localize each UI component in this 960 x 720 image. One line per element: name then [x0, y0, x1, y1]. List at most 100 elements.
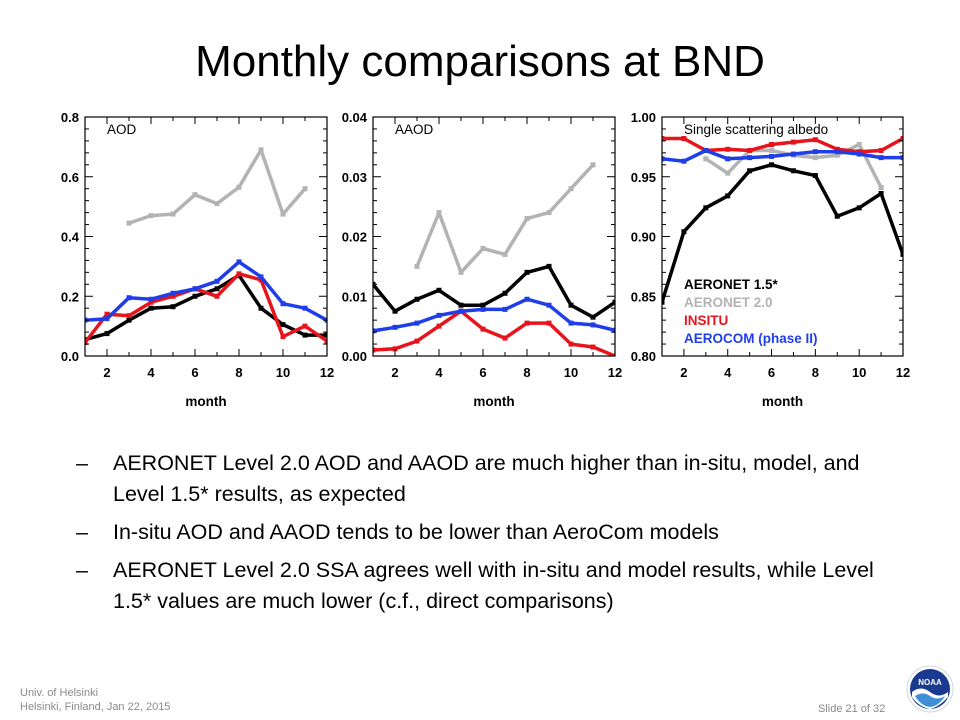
y-tick-label: 0.03	[342, 170, 367, 185]
data-point	[747, 147, 753, 153]
data-point	[681, 229, 687, 235]
data-point	[725, 156, 731, 162]
data-point	[834, 152, 840, 158]
chart-title: AAOD	[395, 122, 434, 137]
x-tick-label: 12	[608, 365, 622, 380]
y-tick-label: 0.90	[631, 230, 656, 245]
data-point	[104, 331, 110, 337]
x-tick-label: 12	[896, 365, 910, 380]
data-point	[681, 136, 687, 142]
data-point	[662, 136, 665, 142]
y-tick-label: 0.04	[342, 110, 368, 125]
data-point	[414, 338, 420, 344]
data-point	[568, 320, 574, 326]
data-point	[280, 211, 286, 217]
data-point	[214, 293, 220, 299]
data-point	[856, 205, 862, 211]
data-point	[900, 136, 903, 142]
data-point	[85, 340, 88, 346]
data-point	[373, 347, 376, 353]
data-point	[148, 299, 154, 305]
data-point	[703, 147, 709, 153]
x-axis-label: month	[473, 394, 514, 409]
data-point	[502, 306, 508, 312]
data-point	[214, 278, 220, 284]
data-point	[878, 155, 884, 161]
data-point	[524, 216, 530, 222]
y-tick-label: 0.02	[342, 230, 367, 245]
x-tick-label: 10	[276, 365, 290, 380]
data-point	[725, 170, 731, 176]
bullet-marker: –	[76, 451, 88, 475]
data-point	[568, 302, 574, 308]
data-point	[662, 299, 665, 305]
y-tick-label: 0.2	[61, 289, 79, 304]
data-point	[258, 277, 264, 283]
plot-frame	[84, 116, 328, 357]
data-point	[414, 320, 420, 326]
series-line	[85, 260, 327, 322]
data-point	[612, 299, 615, 305]
data-point	[612, 353, 615, 356]
data-point	[126, 220, 132, 226]
series-group	[662, 136, 903, 305]
data-point	[258, 305, 264, 311]
data-point	[524, 296, 530, 302]
chart-title: Single scattering albedo	[684, 122, 828, 137]
y-tick-label: 0.01	[342, 289, 367, 304]
data-point	[662, 156, 665, 162]
x-tick-label: 10	[564, 365, 578, 380]
x-tick-label: 4	[147, 365, 155, 380]
data-point	[900, 251, 903, 257]
data-point	[126, 295, 132, 301]
footer-affiliation: Univ. of Helsinki Helsinki, Finland, Jan…	[20, 686, 170, 714]
data-point	[192, 286, 198, 292]
data-point	[324, 338, 327, 344]
data-point	[192, 293, 198, 299]
x-axis-label: month	[762, 394, 803, 409]
data-point	[681, 158, 687, 164]
series-line	[373, 309, 615, 356]
data-point	[834, 149, 840, 155]
bullet-text: AERONET Level 2.0 AOD and AAOD are much …	[113, 451, 860, 506]
data-point	[900, 155, 903, 161]
data-point	[392, 308, 398, 314]
x-tick-label: 2	[391, 365, 398, 380]
data-point	[725, 146, 731, 152]
data-point	[878, 185, 884, 191]
series-line	[662, 163, 903, 303]
data-point	[373, 328, 376, 334]
chart-panel: 2 4 6 8 10 12 0.80 0.85 0.90 0.95 1.00 Single scatt…	[631, 110, 911, 409]
series-line	[373, 264, 615, 319]
data-point	[568, 186, 574, 192]
bullet-item: – In-situ AOD and AAOD tends to be lower …	[76, 517, 916, 548]
data-point	[834, 213, 840, 219]
data-point	[214, 286, 220, 292]
x-tick-label: 6	[479, 365, 486, 380]
x-tick-label: 8	[235, 365, 242, 380]
bullet-item: – AERONET Level 2.0 AOD and AAOD are much…	[76, 448, 916, 510]
data-point	[480, 302, 486, 308]
data-point	[790, 168, 796, 174]
data-point	[302, 323, 308, 329]
data-point	[878, 147, 884, 153]
bullet-marker: –	[76, 558, 88, 582]
data-point	[812, 155, 818, 161]
x-tick-label: 8	[812, 365, 819, 380]
y-tick-label: 0.85	[631, 289, 656, 304]
data-point	[812, 173, 818, 179]
data-point	[790, 151, 796, 157]
data-point	[502, 290, 508, 296]
legend-entry: INSITU	[684, 313, 728, 328]
data-point	[458, 302, 464, 308]
plot-frame	[372, 116, 616, 357]
data-point	[546, 263, 552, 269]
data-point	[214, 201, 220, 207]
chart-panel: 2 4 6 8 10 12 0.0 0.2 0.4 0.6 0.8 AOD month	[61, 110, 334, 409]
data-point	[104, 316, 110, 322]
bullet-item: – AERONET Level 2.0 SSA agrees well with …	[76, 555, 916, 617]
data-point	[170, 293, 176, 299]
data-point	[414, 296, 420, 302]
data-point	[302, 305, 308, 311]
data-point	[170, 304, 176, 310]
